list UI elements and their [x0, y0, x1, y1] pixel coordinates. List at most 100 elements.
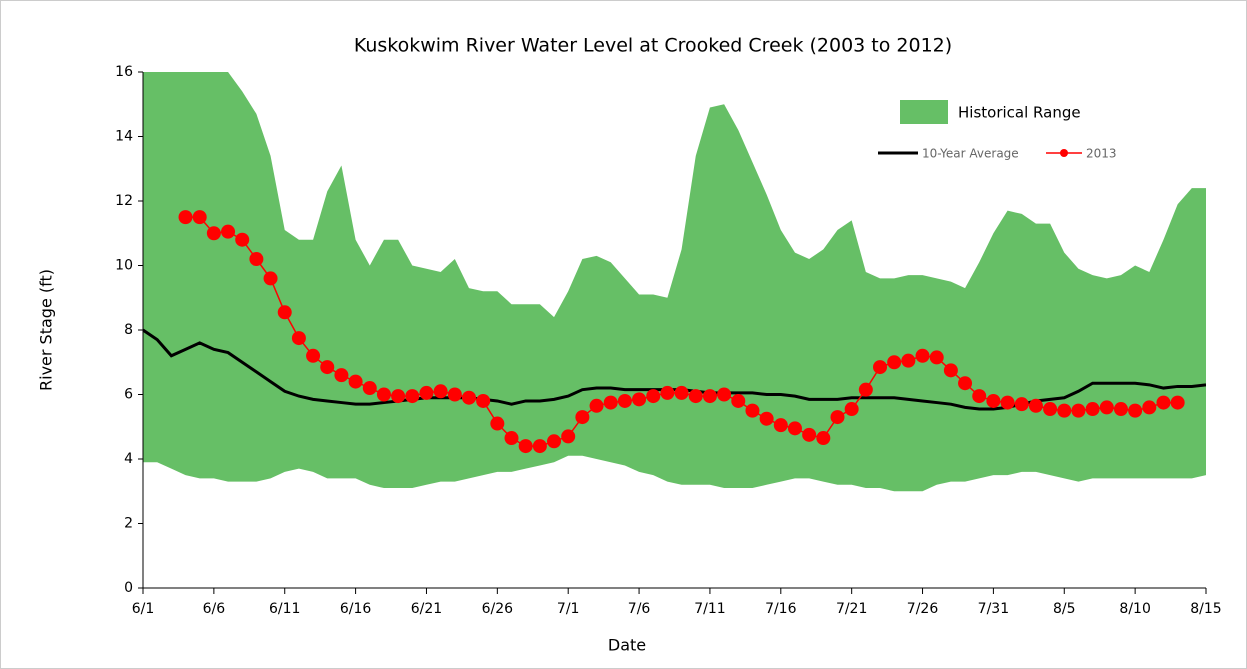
y-tick-label: 16 — [115, 64, 133, 80]
data-point — [461, 390, 476, 405]
x-tick-label: 6/26 — [482, 601, 514, 617]
y-axis-label: River Stage (ft) — [37, 269, 56, 391]
legend-label: 2013 — [1086, 147, 1117, 161]
chart-title: Kuskokwim River Water Level at Crooked C… — [354, 35, 952, 57]
y-tick-label: 0 — [124, 580, 133, 596]
data-point — [561, 429, 576, 444]
data-point — [943, 363, 958, 378]
y-tick-label: 2 — [124, 516, 133, 532]
data-point — [844, 402, 859, 417]
legend-label: Historical Range — [958, 104, 1081, 122]
y-tick-label: 10 — [115, 258, 133, 274]
data-point — [731, 393, 746, 408]
data-point — [1113, 402, 1128, 417]
data-point — [830, 410, 845, 425]
data-point — [306, 348, 321, 363]
data-point — [1014, 397, 1029, 412]
x-tick-label: 7/11 — [694, 601, 725, 617]
data-point — [1128, 403, 1143, 418]
data-point — [929, 350, 944, 365]
data-point — [1085, 402, 1100, 417]
data-point — [1170, 395, 1185, 410]
x-tick-label: 6/16 — [340, 601, 372, 617]
x-tick-label: 8/15 — [1190, 601, 1221, 617]
x-tick-label: 7/1 — [557, 601, 580, 617]
data-point — [433, 384, 448, 399]
data-point — [1000, 395, 1015, 410]
average-line — [143, 328, 1206, 411]
data-point — [221, 224, 236, 239]
data-point — [589, 398, 604, 413]
data-point — [1057, 403, 1072, 418]
x-axis-label: Date — [608, 636, 646, 655]
data-point — [901, 353, 916, 368]
data-point — [603, 395, 618, 410]
data-point — [816, 431, 831, 446]
data-point — [915, 348, 930, 363]
x-tick-label: 6/1 — [132, 601, 155, 617]
data-point — [858, 382, 873, 397]
data-point — [873, 360, 888, 375]
data-point — [674, 385, 689, 400]
data-point — [1028, 398, 1043, 413]
x-tick-label: 6/6 — [203, 601, 226, 617]
data-point — [291, 331, 306, 346]
data-point — [1099, 400, 1114, 415]
x-tick-label: 7/26 — [907, 601, 939, 617]
data-point — [745, 403, 760, 418]
historical-range-area — [143, 72, 1206, 492]
data-point — [206, 226, 221, 241]
data-point — [277, 305, 292, 320]
data-point — [348, 374, 363, 389]
data-point — [249, 252, 264, 267]
data-point — [1142, 400, 1157, 415]
x-tick-label: 6/21 — [411, 601, 442, 617]
y-tick-label: 14 — [115, 129, 133, 145]
data-point — [660, 385, 675, 400]
data-point — [787, 421, 802, 436]
data-point — [263, 271, 278, 286]
data-point — [490, 416, 505, 431]
data-point — [320, 360, 335, 375]
data-point — [688, 389, 703, 404]
data-point — [532, 439, 547, 454]
x-tick-label: 7/6 — [628, 601, 651, 617]
data-point — [334, 368, 349, 383]
y-tick-label: 6 — [124, 387, 133, 403]
x-tick-label: 7/31 — [978, 601, 1009, 617]
data-point — [646, 389, 661, 404]
data-point — [802, 427, 817, 442]
y-tick-label: 12 — [115, 193, 133, 209]
data-point — [362, 381, 377, 396]
legend-swatch — [900, 100, 948, 124]
data-point — [986, 393, 1001, 408]
data-point — [717, 387, 732, 402]
data-point — [632, 392, 647, 407]
data-point — [702, 389, 717, 404]
data-point — [887, 355, 902, 370]
data-point — [1071, 403, 1086, 418]
data-point — [759, 411, 774, 426]
data-point — [405, 389, 420, 404]
legend-swatch — [1060, 149, 1068, 157]
x-tick-label: 8/5 — [1053, 601, 1076, 617]
data-point — [419, 385, 434, 400]
data-point — [1043, 402, 1058, 417]
data-point — [575, 410, 590, 425]
x-tick-label: 8/10 — [1119, 601, 1150, 617]
data-point — [391, 389, 406, 404]
data-point — [518, 439, 533, 454]
data-point — [447, 387, 462, 402]
data-point — [617, 393, 632, 408]
x-tick-label: 7/16 — [765, 601, 797, 617]
data-point — [504, 431, 519, 446]
x-tick-label: 6/11 — [269, 601, 300, 617]
data-point — [235, 232, 250, 247]
data-point — [192, 210, 207, 225]
data-point — [476, 393, 491, 408]
y-tick-label: 4 — [124, 451, 133, 467]
plot-area — [143, 72, 1206, 492]
data-point — [178, 210, 193, 225]
